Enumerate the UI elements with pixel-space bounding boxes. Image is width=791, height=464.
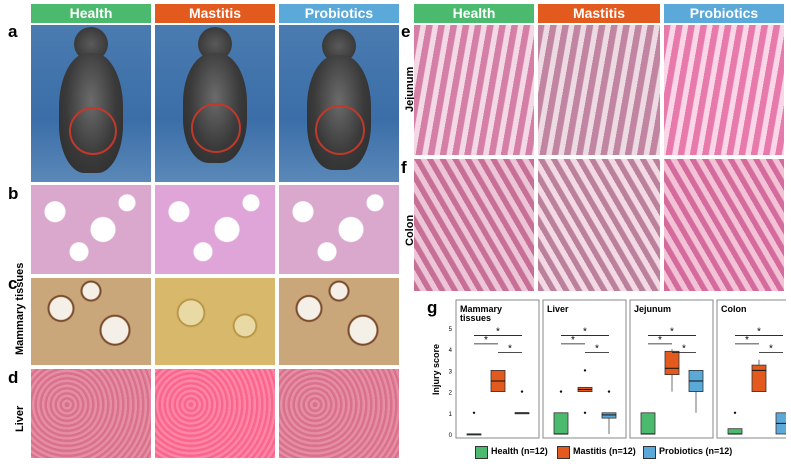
mouse-photo-probiotics xyxy=(279,25,399,182)
jejunum-he-health xyxy=(414,25,534,155)
significance-star: * xyxy=(670,326,674,337)
jejunum-he-mastitis xyxy=(538,25,660,155)
panel-letter-b: b xyxy=(8,184,19,203)
mammary-ihc-probiotics xyxy=(279,278,399,365)
row-label-liver: Liver xyxy=(14,405,26,432)
ytick-label: 0 xyxy=(449,433,453,439)
legend-label-probiotics: Probiotics (n=12) xyxy=(659,446,733,456)
panel-letter-g: g xyxy=(427,298,438,317)
box-outlier xyxy=(559,390,563,393)
box-outlier xyxy=(583,369,587,372)
panel-letter-f: f xyxy=(401,158,407,177)
mammary-he-mastitis xyxy=(155,185,275,274)
significance-star: * xyxy=(769,343,773,354)
mouse-photo-mastitis xyxy=(155,25,275,182)
chart-panel-title: Mammary xyxy=(460,304,502,314)
box-body xyxy=(601,412,617,419)
box-body xyxy=(727,428,743,435)
significance-star: * xyxy=(583,326,587,337)
box-outlier xyxy=(733,411,737,414)
mammary-ihc-health xyxy=(31,278,151,365)
chart-panel-title: tissues xyxy=(460,313,491,323)
header-mastitis-right: Mastitis xyxy=(538,4,660,23)
box-body xyxy=(664,350,680,376)
header-health-right: Health xyxy=(414,4,534,23)
chart-panel-frame xyxy=(716,299,786,439)
colon-he-health xyxy=(414,159,534,291)
significance-star: * xyxy=(508,343,512,354)
legend-swatch-probiotics xyxy=(643,446,656,459)
box-body xyxy=(751,364,767,392)
panel-letter-c: c xyxy=(8,274,18,293)
box-body xyxy=(553,412,569,435)
mammary-he-health xyxy=(31,185,151,274)
liver-he-mastitis xyxy=(155,369,275,458)
ytick-label: 5 xyxy=(449,327,453,333)
box-outlier xyxy=(607,390,611,393)
legend-label-health: Health (n=12) xyxy=(491,446,548,456)
significance-star: * xyxy=(745,335,749,346)
significance-star: * xyxy=(496,326,500,337)
jejunum-he-probiotics xyxy=(664,25,784,155)
box-outlier xyxy=(472,411,476,414)
legend-label-mastitis: Mastitis (n=12) xyxy=(573,446,636,456)
ytick-label: 1 xyxy=(449,412,453,418)
chart-panel-frame xyxy=(455,299,540,439)
colon-he-probiotics xyxy=(664,159,784,291)
box-outlier xyxy=(520,390,524,393)
colon-he-mastitis xyxy=(538,159,660,291)
significance-star: * xyxy=(484,335,488,346)
legend-swatch-health xyxy=(475,446,488,459)
ytick-label: 2 xyxy=(449,391,453,397)
significance-star: * xyxy=(757,326,761,337)
significance-star: * xyxy=(658,335,662,346)
header-probiotics-left: Probiotics xyxy=(279,4,399,23)
ytick-label: 4 xyxy=(449,348,453,354)
chart-legend: Health (n=12) Mastitis (n=12) Probiotics… xyxy=(475,445,775,461)
liver-he-probiotics xyxy=(279,369,399,458)
chart-panel-title: Liver xyxy=(547,304,569,314)
chart-panel-title: Colon xyxy=(721,304,747,314)
significance-star: * xyxy=(595,343,599,354)
mammary-he-probiotics xyxy=(279,185,399,274)
header-probiotics-right: Probiotics xyxy=(664,4,784,23)
mouse-photo-health xyxy=(31,25,151,182)
row-label-mammary: Mammary tissues xyxy=(14,262,26,355)
panel-letter-a: a xyxy=(8,22,18,41)
chart-panel-title: Jejunum xyxy=(634,304,671,314)
box-body xyxy=(640,412,656,435)
ytick-label: 3 xyxy=(449,369,453,375)
legend-swatch-mastitis xyxy=(557,446,570,459)
header-mastitis-left: Mastitis xyxy=(155,4,275,23)
panel-letter-d: d xyxy=(8,368,19,387)
mammary-ihc-mastitis xyxy=(155,278,275,365)
header-health-left: Health xyxy=(31,4,151,23)
significance-star: * xyxy=(682,343,686,354)
box-outlier xyxy=(583,411,587,414)
panel-letter-e: e xyxy=(401,22,411,41)
significance-star: * xyxy=(571,335,575,346)
liver-he-health xyxy=(31,369,151,458)
